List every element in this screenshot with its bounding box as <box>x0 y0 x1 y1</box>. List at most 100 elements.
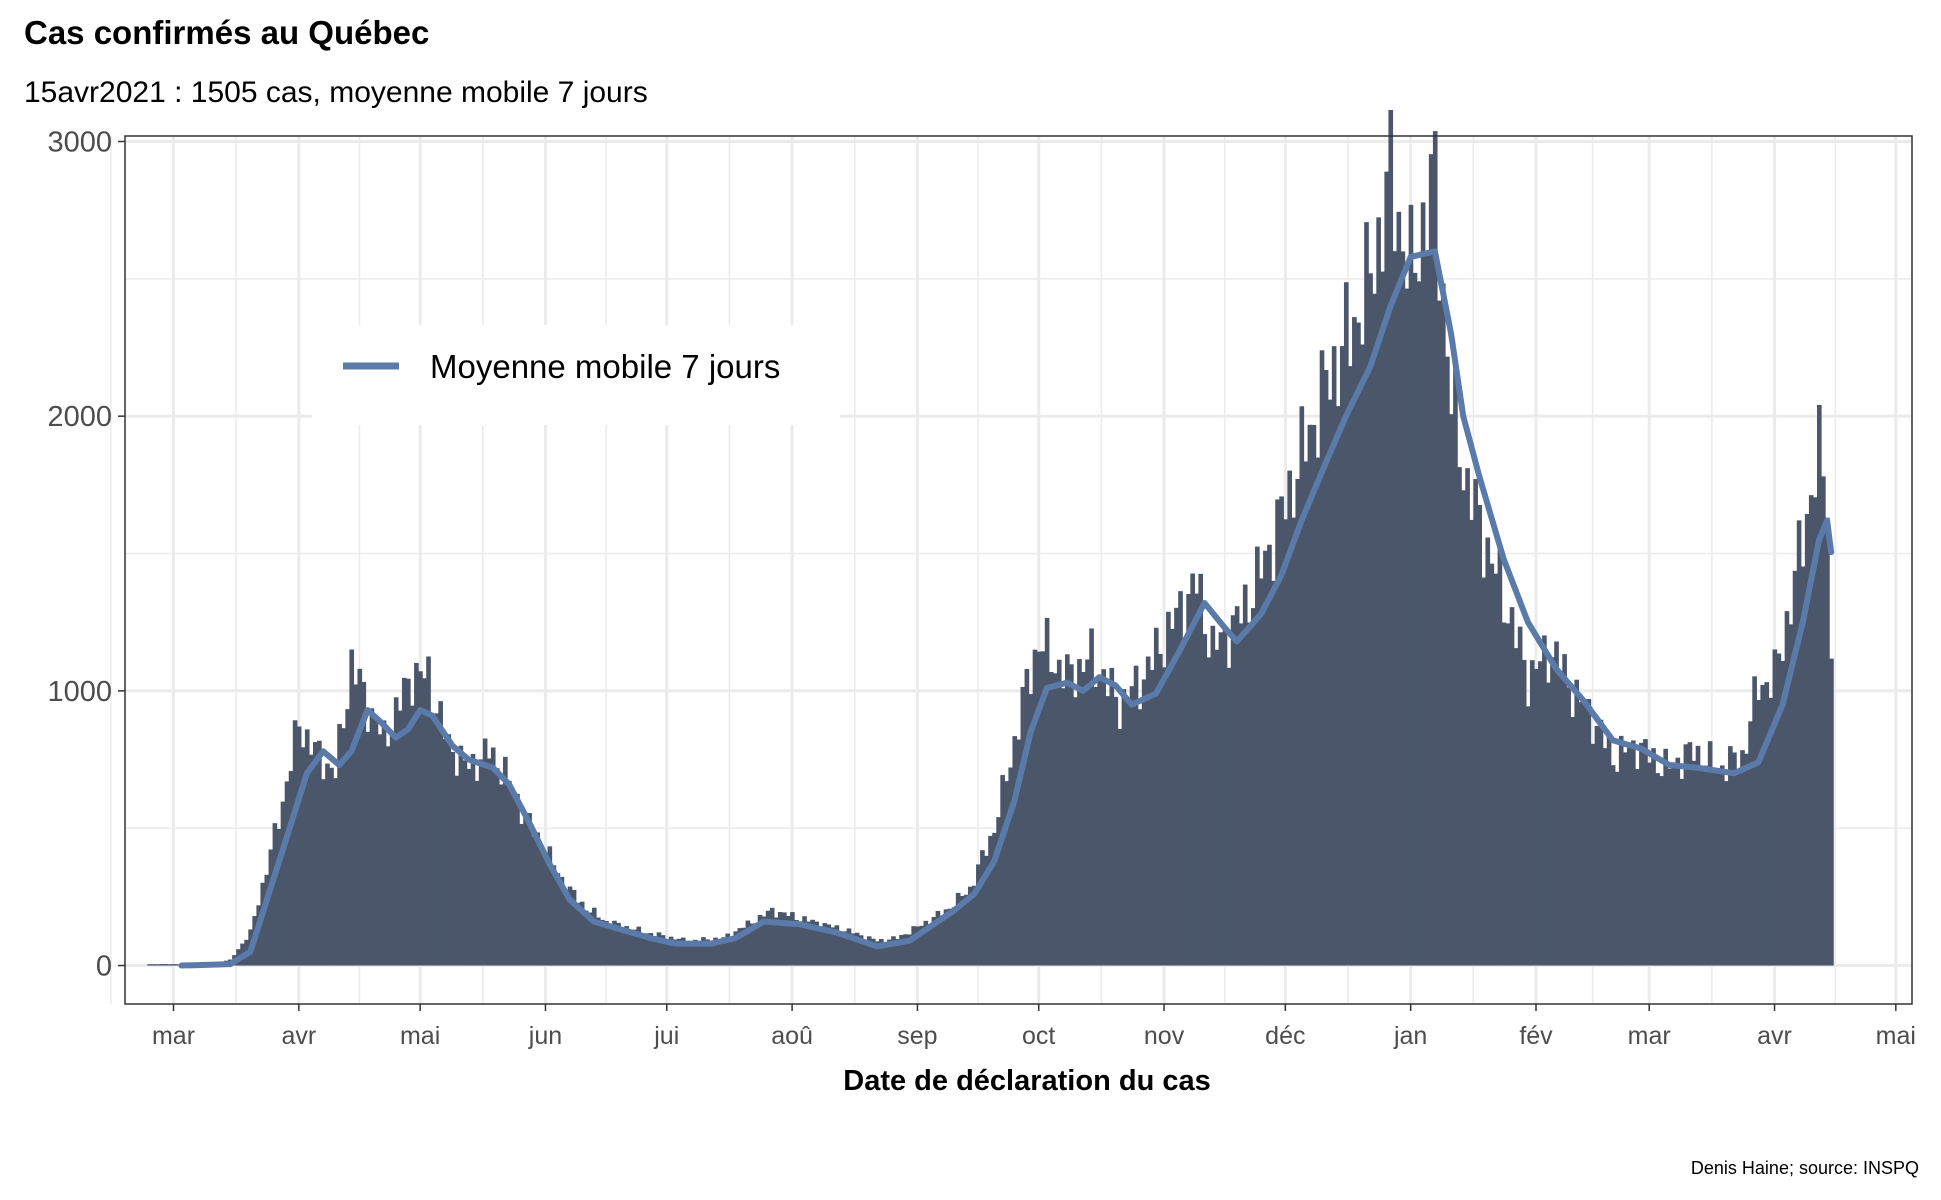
daily-case-bar <box>1485 537 1491 966</box>
daily-case-bar <box>866 936 872 966</box>
daily-case-bar <box>523 813 528 966</box>
daily-case-bar <box>1279 496 1284 966</box>
daily-case-bar <box>1445 356 1450 966</box>
daily-case-bar <box>1655 773 1660 966</box>
daily-case-bar <box>988 835 993 966</box>
daily-case-bar <box>1752 676 1757 966</box>
daily-case-bar <box>1703 765 1709 966</box>
daily-case-bar <box>1024 669 1030 966</box>
daily-case-bar <box>749 923 755 966</box>
daily-case-bar <box>1436 300 1442 966</box>
daily-case-bar <box>1263 550 1268 966</box>
daily-case-bar <box>1732 752 1737 966</box>
daily-case-bar <box>680 937 686 966</box>
daily-case-bar <box>1089 628 1094 966</box>
daily-case-bar <box>923 920 929 966</box>
daily-case-bar <box>1768 697 1774 966</box>
legend: Moyenne mobile 7 jours <box>312 325 840 425</box>
daily-case-bar <box>967 886 973 966</box>
daily-case-bar <box>1299 406 1305 966</box>
x-tick-label: déc <box>1265 1022 1305 1050</box>
daily-case-bar <box>624 926 629 966</box>
daily-case-bar <box>438 701 443 966</box>
x-tick-label: jui <box>653 1022 679 1050</box>
daily-case-bar <box>660 935 666 966</box>
daily-case-bar <box>373 719 379 966</box>
daily-case-bar <box>349 649 355 966</box>
daily-case-bar <box>1424 255 1430 966</box>
daily-case-bar <box>1788 624 1794 966</box>
daily-case-bar <box>498 784 504 966</box>
daily-case-bar <box>1477 504 1483 966</box>
daily-case-bar <box>321 779 326 966</box>
daily-case-bar <box>814 921 819 966</box>
daily-case-bar <box>616 922 621 966</box>
daily-case-bar <box>725 933 731 966</box>
daily-case-bar <box>361 681 367 966</box>
daily-case-bar <box>1255 546 1260 966</box>
daily-case-bar <box>422 678 427 966</box>
daily-case-bar <box>1364 222 1369 966</box>
daily-case-bar <box>1408 204 1414 966</box>
chart-caption: Denis Haine; source: INSPQ <box>1690 1158 1919 1178</box>
daily-case-bar <box>1069 664 1074 966</box>
daily-case-bar <box>1210 625 1216 966</box>
daily-case-bar <box>490 747 496 966</box>
daily-case-bar <box>1008 767 1014 966</box>
daily-case-bar <box>446 734 452 966</box>
daily-case-bar <box>919 925 925 966</box>
daily-case-bar <box>1772 649 1778 966</box>
daily-case-bar <box>308 754 314 966</box>
daily-case-bar <box>587 912 593 966</box>
daily-case-bar <box>535 832 540 966</box>
daily-case-bar <box>810 919 815 966</box>
daily-case-bar <box>264 874 270 966</box>
daily-case-bar <box>1287 470 1292 966</box>
daily-case-bar <box>268 849 274 966</box>
daily-case-bar <box>1622 752 1628 966</box>
daily-case-bar <box>1182 642 1187 966</box>
daily-case-bar <box>147 964 152 966</box>
daily-case-bar <box>1004 781 1009 966</box>
daily-case-bar <box>1166 611 1171 966</box>
daily-case-bar <box>1222 626 1228 966</box>
daily-case-bar <box>494 768 500 966</box>
daily-case-bar <box>1400 251 1406 966</box>
daily-case-bar <box>486 758 492 966</box>
daily-case-bar <box>551 865 557 966</box>
daily-case-bar <box>304 729 310 966</box>
daily-case-bar <box>600 919 605 966</box>
x-tick-label: sep <box>897 1022 937 1050</box>
daily-case-bar <box>1303 461 1309 966</box>
daily-case-bar <box>996 817 1001 966</box>
x-tick-label: mai <box>1876 1022 1916 1050</box>
x-axis-label: Date de déclaration du cas <box>843 1065 1210 1097</box>
daily-case-bar <box>1186 593 1191 966</box>
daily-case-bar <box>931 916 937 966</box>
daily-case-bar <box>470 753 476 966</box>
daily-case-bar <box>1610 765 1616 966</box>
daily-case-bar <box>1073 697 1078 966</box>
daily-case-bar <box>547 846 553 966</box>
daily-case-bar <box>790 912 795 966</box>
daily-case-bar <box>1647 762 1652 966</box>
daily-case-bar <box>862 939 868 966</box>
daily-case-bar <box>167 964 173 966</box>
daily-case-bar <box>1699 770 1705 966</box>
daily-case-bar <box>1149 669 1155 966</box>
daily-case-bar <box>777 912 783 966</box>
daily-case-bar <box>1461 490 1466 966</box>
daily-case-bar <box>664 939 670 966</box>
daily-case-bar <box>171 964 177 966</box>
daily-case-bar <box>1372 293 1377 966</box>
daily-case-bar <box>1141 679 1147 966</box>
daily-case-bar <box>159 964 165 966</box>
daily-case-bar <box>1206 657 1212 966</box>
x-tick-label: mai <box>400 1022 440 1050</box>
daily-case-bar <box>515 793 520 966</box>
daily-case-bar <box>891 936 896 966</box>
daily-case-bar <box>947 908 953 966</box>
daily-case-bar <box>1505 623 1511 966</box>
daily-case-bar <box>1267 544 1272 966</box>
daily-case-bar <box>317 740 322 966</box>
